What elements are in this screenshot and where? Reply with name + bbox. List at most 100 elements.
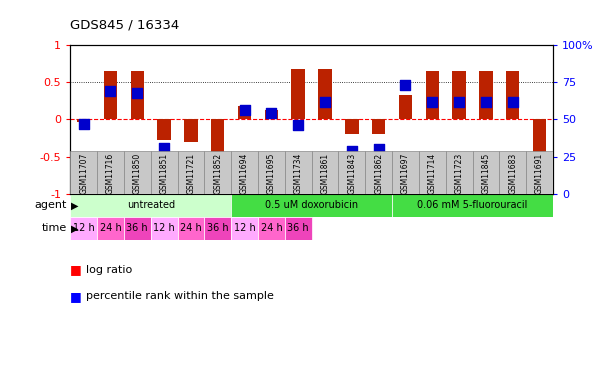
Bar <box>426 71 439 119</box>
Bar <box>445 151 472 194</box>
Text: ■: ■ <box>70 290 82 303</box>
Point <box>535 168 544 174</box>
Bar <box>312 151 338 194</box>
Bar <box>526 151 553 194</box>
Text: GSM11723: GSM11723 <box>455 153 464 194</box>
Point <box>428 99 437 105</box>
Bar <box>70 194 231 217</box>
Bar <box>479 71 492 119</box>
Point <box>266 110 276 116</box>
Bar <box>365 151 392 194</box>
Bar <box>452 71 466 119</box>
Bar <box>345 119 359 134</box>
Text: GSM11707: GSM11707 <box>79 153 88 194</box>
Point <box>79 121 89 127</box>
Bar <box>419 151 445 194</box>
Bar <box>204 151 231 194</box>
Bar <box>211 119 224 158</box>
Bar <box>399 95 412 119</box>
Text: GSM11697: GSM11697 <box>401 153 410 194</box>
Point <box>320 99 330 105</box>
Text: ▶: ▶ <box>71 200 78 210</box>
Bar <box>258 217 285 240</box>
Point <box>508 99 518 105</box>
Point <box>454 99 464 105</box>
Bar <box>151 217 178 240</box>
Point <box>106 88 115 94</box>
Text: GSM11862: GSM11862 <box>374 153 383 194</box>
Bar <box>285 151 312 194</box>
Text: time: time <box>42 224 67 233</box>
Bar <box>265 110 278 119</box>
Bar <box>372 119 386 134</box>
Text: 12 h: 12 h <box>153 224 175 233</box>
Bar <box>104 71 117 119</box>
Text: log ratio: log ratio <box>86 265 132 275</box>
Bar <box>185 119 197 142</box>
Bar <box>499 151 526 194</box>
Text: GSM11694: GSM11694 <box>240 153 249 194</box>
Text: 36 h: 36 h <box>126 224 148 233</box>
Bar <box>392 151 419 194</box>
Bar <box>533 119 546 184</box>
Text: GSM11850: GSM11850 <box>133 153 142 194</box>
Point <box>159 145 169 151</box>
Text: GSM11861: GSM11861 <box>321 153 329 194</box>
Bar <box>258 151 285 194</box>
Text: GSM11721: GSM11721 <box>186 153 196 194</box>
Text: GSM11714: GSM11714 <box>428 153 437 194</box>
Text: 36 h: 36 h <box>207 224 229 233</box>
Bar <box>472 151 499 194</box>
Bar <box>231 217 258 240</box>
Text: GSM11852: GSM11852 <box>213 153 222 194</box>
Text: untreated: untreated <box>126 200 175 210</box>
Bar <box>124 217 151 240</box>
Bar <box>97 217 124 240</box>
Text: 24 h: 24 h <box>180 224 202 233</box>
Point <box>293 122 303 128</box>
Text: 12 h: 12 h <box>73 224 95 233</box>
Bar <box>318 69 332 119</box>
Bar <box>204 217 231 240</box>
Text: 0.5 uM doxorubicin: 0.5 uM doxorubicin <box>265 200 358 210</box>
Point <box>240 108 249 114</box>
Bar <box>238 106 251 119</box>
Bar <box>285 217 312 240</box>
Point <box>133 90 142 96</box>
Point <box>347 148 357 154</box>
Bar <box>178 151 204 194</box>
Text: GSM11734: GSM11734 <box>294 153 302 194</box>
Point <box>401 82 411 88</box>
Point <box>481 99 491 105</box>
Text: GSM11851: GSM11851 <box>159 153 169 194</box>
Text: GSM11691: GSM11691 <box>535 153 544 194</box>
Text: percentile rank within the sample: percentile rank within the sample <box>86 291 273 301</box>
Text: GSM11695: GSM11695 <box>267 153 276 194</box>
Text: 0.06 mM 5-fluorouracil: 0.06 mM 5-fluorouracil <box>417 200 528 210</box>
Text: agent: agent <box>35 200 67 210</box>
Bar <box>77 119 90 122</box>
Point <box>186 159 196 165</box>
Bar <box>158 119 171 140</box>
Bar <box>70 217 97 240</box>
Text: GSM11683: GSM11683 <box>508 153 518 194</box>
Bar <box>151 151 178 194</box>
Text: GSM11716: GSM11716 <box>106 153 115 194</box>
Bar <box>178 217 204 240</box>
Bar <box>231 151 258 194</box>
Bar <box>392 194 553 217</box>
Text: GSM11843: GSM11843 <box>347 153 356 194</box>
Text: GDS845 / 16334: GDS845 / 16334 <box>70 19 180 32</box>
Bar <box>131 71 144 119</box>
Bar <box>506 71 519 119</box>
Text: 24 h: 24 h <box>260 224 282 233</box>
Text: 36 h: 36 h <box>287 224 309 233</box>
Bar <box>124 151 151 194</box>
Bar <box>97 151 124 194</box>
Bar <box>291 69 305 119</box>
Text: 24 h: 24 h <box>100 224 122 233</box>
Bar <box>70 151 97 194</box>
Text: ■: ■ <box>70 264 82 276</box>
Text: GSM11845: GSM11845 <box>481 153 491 194</box>
Bar <box>338 151 365 194</box>
